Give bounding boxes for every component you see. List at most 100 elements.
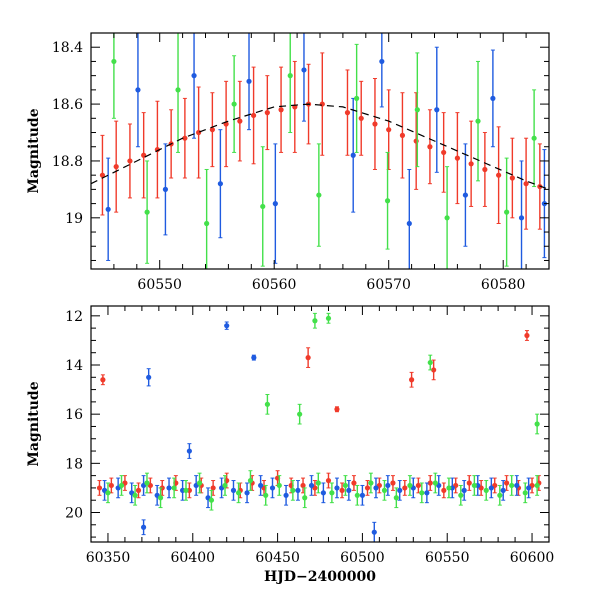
data-point (482, 132, 488, 207)
zoom-panel-ticks: 60550 60560 60570 60580 18.4 18.6 18.8 19 (52, 32, 550, 293)
series-green (105, 312, 540, 511)
data-point (483, 480, 489, 501)
data-point (301, 33, 307, 122)
data-point (320, 482, 326, 504)
data-point (529, 477, 535, 494)
data-point (534, 413, 540, 435)
data-point (503, 475, 510, 491)
data-point (183, 480, 189, 501)
data-point (295, 480, 301, 501)
y-tick-label: 18 (65, 456, 83, 472)
data-point (368, 472, 374, 494)
data-point (222, 475, 228, 496)
model-curve (91, 103, 549, 190)
data-point (468, 120, 474, 207)
full-panel-x-axis-title: HJD−2400000 (264, 569, 376, 585)
x-tick-label: 60600 (510, 550, 555, 566)
data-point (497, 484, 503, 506)
data-point (204, 168, 210, 269)
data-point (509, 475, 515, 496)
data-point (441, 112, 447, 193)
data-point (135, 482, 142, 499)
data-point (319, 52, 325, 156)
data-point (260, 146, 266, 267)
data-point (381, 480, 388, 501)
data-point (141, 112, 147, 199)
data-point (524, 330, 530, 341)
data-point (100, 374, 106, 386)
full-panel-y-axis-title: Magnitude (26, 381, 42, 466)
x-tick-label: 60570 (366, 277, 411, 293)
data-point (217, 129, 223, 239)
data-point (101, 480, 108, 501)
data-point (325, 472, 332, 489)
full-light-curve-panel: 60350 60400 60450 60500 60550 60600 12 14 16 18 20… (26, 305, 554, 585)
data-point (250, 66, 257, 165)
data-point (376, 477, 382, 494)
series-red (99, 52, 543, 230)
y-tick-label: 18.8 (52, 154, 83, 170)
data-point (108, 477, 114, 494)
data-point (399, 92, 406, 179)
data-point (390, 475, 396, 491)
full-panel-ticks: 60350 60400 60450 60500 60550 60600 12 14 16 18 20 (65, 306, 554, 566)
data-point (224, 321, 230, 330)
data-point (264, 394, 271, 415)
data-point (223, 80, 229, 168)
data-point (414, 52, 420, 168)
y-tick-label: 18.6 (52, 97, 83, 113)
data-point (351, 475, 357, 491)
data-point (269, 477, 276, 499)
data-point (237, 80, 243, 162)
data-point (209, 92, 215, 168)
data-point (339, 482, 345, 499)
y-tick-label: 12 (65, 309, 83, 325)
data-point (462, 143, 469, 247)
data-point (514, 475, 520, 496)
data-point (434, 46, 440, 173)
data-point (504, 157, 510, 267)
x-tick-label: 60550 (137, 277, 182, 293)
data-point (276, 475, 282, 496)
data-point (397, 480, 403, 501)
zoom-panel: 60550 60560 60570 60580 18.4 18.6 18.8 19 Magni… (26, 32, 550, 293)
data-point (325, 312, 332, 324)
x-tick-label: 60500 (340, 550, 385, 566)
data-point (272, 143, 278, 264)
data-point (461, 480, 467, 501)
data-point (290, 480, 296, 501)
data-point (140, 519, 147, 536)
data-point (157, 487, 164, 509)
data-point (424, 482, 430, 504)
data-point (384, 151, 391, 250)
data-point (371, 521, 377, 542)
data-point (334, 477, 340, 499)
data-point (492, 477, 498, 494)
data-point (208, 489, 215, 511)
x-tick-label: 60450 (255, 550, 300, 566)
data-point (354, 43, 360, 153)
data-point (315, 472, 321, 494)
data-point (300, 477, 306, 494)
data-point (379, 33, 385, 108)
zoom-panel-data (91, 33, 549, 269)
data-point (419, 482, 425, 504)
data-point (466, 475, 472, 491)
data-point (302, 487, 308, 509)
data-point (444, 166, 450, 269)
data-point (186, 443, 192, 459)
data-point (454, 112, 460, 205)
data-point (409, 371, 415, 388)
data-point (263, 484, 269, 506)
data-point (146, 368, 152, 387)
data-point (372, 77, 378, 170)
data-point (427, 475, 433, 491)
data-point (135, 33, 141, 148)
data-point (316, 143, 322, 247)
data-point (258, 475, 264, 496)
data-point (531, 89, 537, 188)
y-tick-label: 18.4 (52, 40, 83, 56)
full-panel-data (96, 312, 542, 542)
data-point (118, 475, 125, 496)
